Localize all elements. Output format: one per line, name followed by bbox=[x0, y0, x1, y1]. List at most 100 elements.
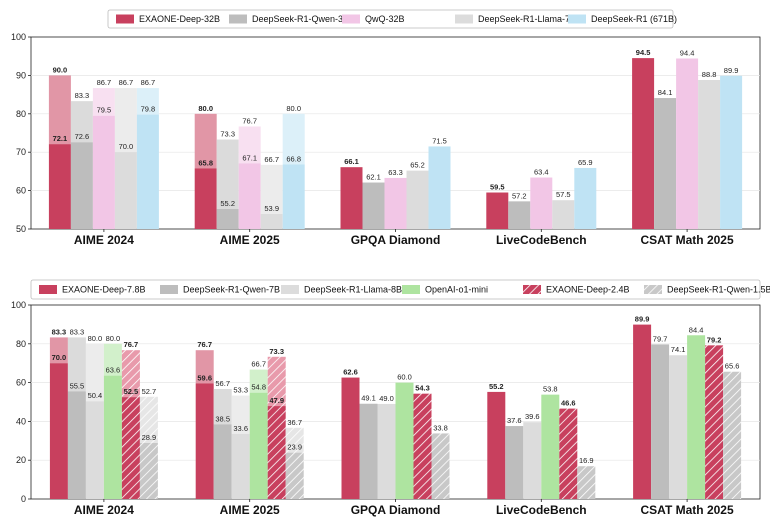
data-label: 52.5 bbox=[124, 387, 139, 396]
data-label: 94.4 bbox=[680, 49, 695, 58]
data-label: 84.1 bbox=[658, 88, 673, 97]
data-label: 70.0 bbox=[52, 353, 67, 362]
legend-label: DeepSeek-R1-Qwen-7B bbox=[183, 285, 280, 295]
bar-deepseek-r1-llama-8b bbox=[231, 433, 250, 499]
legend-swatch-exaone-deep-7-8b bbox=[39, 285, 57, 294]
bar-qwq-32b bbox=[384, 177, 407, 229]
bar-deepseek-r1-llama-8b bbox=[523, 422, 542, 499]
data-label-upper: 52.7 bbox=[142, 387, 157, 396]
legend: EXAONE-Deep-32B DeepSeek-R1-Qwen-32B QwQ-3… bbox=[107, 9, 677, 29]
chart-panel-2: 0 20 40 60 80 100 AIME 2024 83.3 70.0 83.3 55.5 80.… bbox=[11, 279, 770, 517]
bar-openai-o1-mini bbox=[541, 394, 560, 499]
data-label: 65.6 bbox=[725, 362, 740, 371]
data-label: 62.6 bbox=[343, 368, 358, 377]
data-label-upper: 86.7 bbox=[141, 78, 156, 87]
data-label-upper: 83.3 bbox=[70, 327, 85, 336]
data-label: 47.9 bbox=[269, 396, 284, 405]
bar-deepseek-r1-llama-70b bbox=[406, 170, 429, 229]
data-label: 39.6 bbox=[525, 412, 540, 421]
bar-deepseek-r1-671b bbox=[720, 75, 743, 229]
data-label: 57.2 bbox=[512, 191, 527, 200]
y-tick-label: 70 bbox=[16, 147, 26, 157]
data-label-upper: 76.7 bbox=[124, 340, 139, 349]
bar-exaone-deep-32b bbox=[194, 168, 217, 229]
data-label: 65.9 bbox=[578, 158, 593, 167]
legend-label: DeepSeek-R1 (671B) bbox=[591, 14, 677, 24]
data-label-upper: 53.3 bbox=[233, 386, 248, 395]
bar-upper-qwq-32b bbox=[238, 126, 261, 164]
bar-exaone-deep-7-8b bbox=[195, 383, 214, 499]
data-label: 46.6 bbox=[561, 399, 576, 408]
bar-exaone-deep-2-4b bbox=[267, 406, 286, 499]
bar-deepseek-r1-llama-70b bbox=[698, 80, 721, 230]
bar-deepseek-r1-qwen-1-5b bbox=[431, 433, 450, 499]
data-label: 16.9 bbox=[579, 456, 594, 465]
bar-openai-o1-mini bbox=[687, 335, 706, 499]
y-tick-label: 100 bbox=[11, 32, 26, 42]
bar-deepseek-r1-llama-70b bbox=[114, 152, 137, 229]
data-label-upper: 36.7 bbox=[287, 418, 302, 427]
data-label-upper: 73.3 bbox=[220, 130, 235, 139]
data-label: 63.3 bbox=[388, 168, 403, 177]
data-label-upper: 76.7 bbox=[197, 340, 212, 349]
data-label: 70.0 bbox=[119, 142, 134, 151]
legend-swatch-deepseek-r1-qwen-1-5b bbox=[644, 285, 662, 294]
legend-swatch-exaone-deep-32b bbox=[116, 14, 134, 24]
bar-upper-deepseek-r1-671b bbox=[136, 88, 159, 115]
bar-deepseek-r1-qwen-7b bbox=[505, 426, 524, 499]
legend-label: EXAONE-Deep-32B bbox=[139, 14, 220, 24]
y-tick-label: 60 bbox=[16, 378, 26, 388]
data-label: 53.8 bbox=[543, 385, 558, 394]
data-label: 49.1 bbox=[361, 394, 376, 403]
bar-deepseek-r1-qwen-1-5b bbox=[139, 442, 158, 499]
data-label: 28.9 bbox=[142, 433, 157, 442]
data-label-upper: 83.3 bbox=[75, 91, 90, 100]
bar-deepseek-r1-qwen-7b bbox=[67, 391, 86, 499]
data-label: 66.1 bbox=[344, 157, 359, 166]
data-label: 55.2 bbox=[220, 199, 235, 208]
data-label: 59.5 bbox=[490, 183, 505, 192]
bar-upper-exaone-deep-32b bbox=[194, 113, 217, 169]
y-tick-label: 90 bbox=[16, 70, 26, 80]
data-label: 79.7 bbox=[653, 334, 668, 343]
bar-openai-o1-mini bbox=[395, 382, 414, 499]
y-tick-label: 40 bbox=[16, 416, 26, 426]
data-label: 84.4 bbox=[689, 325, 704, 334]
bar-deepseek-r1-qwen-32b bbox=[362, 182, 385, 229]
bar-deepseek-r1-qwen-1-5b bbox=[577, 466, 596, 499]
bar-exaone-deep-32b bbox=[486, 192, 509, 229]
bar-exaone-deep-7-8b bbox=[49, 363, 68, 499]
bar-qwq-32b bbox=[92, 115, 115, 229]
data-label: 79.8 bbox=[141, 105, 156, 114]
bar-deepseek-r1-llama-8b bbox=[85, 401, 104, 499]
y-tick-label: 50 bbox=[16, 224, 26, 234]
data-label: 33.6 bbox=[233, 424, 248, 433]
bar-qwq-32b bbox=[676, 58, 699, 230]
data-label: 54.8 bbox=[251, 383, 266, 392]
bar-upper-deepseek-r1-qwen-7b bbox=[67, 337, 86, 392]
data-label: 65.8 bbox=[198, 158, 213, 167]
bar-upper-deepseek-r1-qwen-7b bbox=[213, 389, 232, 425]
y-tick-label: 20 bbox=[16, 455, 26, 465]
data-label: 55.2 bbox=[489, 382, 504, 391]
legend-label: OpenAI-o1-mini bbox=[425, 285, 488, 295]
bar-qwq-32b bbox=[238, 163, 261, 229]
bar-deepseek-r1-qwen-7b bbox=[359, 403, 378, 499]
category-label: AIME 2025 bbox=[220, 503, 280, 517]
bar-upper-qwq-32b bbox=[92, 88, 115, 116]
bar-exaone-deep-2-4b bbox=[413, 393, 432, 499]
data-label: 67.1 bbox=[242, 153, 257, 162]
data-label: 38.5 bbox=[215, 414, 230, 423]
bar-upper-openai-o1-mini bbox=[249, 369, 268, 393]
bar-upper-exaone-deep-2-4b bbox=[121, 350, 140, 398]
data-label-upper: 86.7 bbox=[119, 78, 134, 87]
data-label: 66.8 bbox=[286, 154, 301, 163]
bar-upper-deepseek-r1-llama-8b bbox=[85, 343, 104, 402]
bar-deepseek-r1-qwen-32b bbox=[508, 201, 531, 229]
data-label-upper: 80.0 bbox=[88, 334, 103, 343]
category-label: LiveCodeBench bbox=[496, 503, 587, 517]
data-label: 63.4 bbox=[534, 168, 549, 177]
bar-deepseek-r1-671b bbox=[428, 146, 451, 229]
legend-swatch-deepseek-r1-qwen-32b bbox=[229, 14, 247, 24]
